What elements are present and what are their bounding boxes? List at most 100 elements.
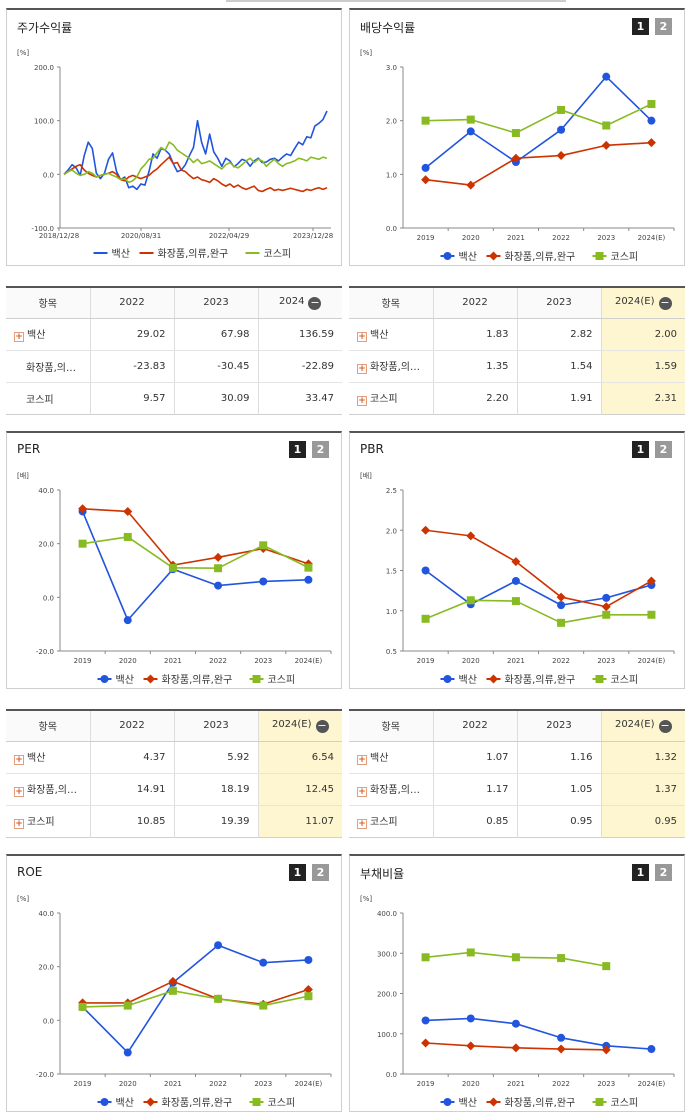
row-label: 백산 <box>27 330 46 341</box>
data-point <box>259 577 268 586</box>
y-tick-label: 1.0 <box>386 171 397 179</box>
legend-item-kospi[interactable]: 코스피 <box>592 674 639 686</box>
data-point <box>421 163 430 172</box>
x-tick-label: 2020 <box>462 657 480 665</box>
stock-return-panel: 주가수익률 [%] -100.0 0.0 100.0 200.0 2018/12/28 20… <box>6 8 342 266</box>
legend-item-baeksan[interactable]: 백산 <box>97 1097 134 1109</box>
legend-item-kospi[interactable]: 코스피 <box>592 251 639 263</box>
legend-item-cosmetics[interactable]: 화장품,의류,완구 <box>486 1097 576 1109</box>
data-point <box>123 616 132 625</box>
data-point <box>601 1045 611 1055</box>
collapse-icon[interactable]: − <box>315 718 329 733</box>
legend-marker <box>100 1098 109 1106</box>
expand-icon[interactable]: + <box>357 332 367 342</box>
pager-button-1[interactable]: 1 <box>289 864 306 881</box>
data-point <box>466 1014 475 1023</box>
x-tick-label: 2024(E) <box>638 657 666 665</box>
dividend-table: 항목 2022 2023 2024(E) − + 백산 1.83 2.82 2.00… <box>349 286 685 415</box>
pager-button-2[interactable]: 2 <box>312 441 329 458</box>
unit-label: [%] <box>17 49 29 57</box>
legend-item-baeksan[interactable]: 백산 <box>440 1097 477 1109</box>
legend-item-baeksan[interactable]: 백산 <box>440 251 477 263</box>
legend-item-cosmetics[interactable]: 화장품,의류,완구 <box>143 674 233 686</box>
pager-button-2[interactable]: 2 <box>655 441 672 458</box>
expand-icon[interactable]: + <box>357 396 367 406</box>
expand-icon[interactable]: + <box>357 755 367 765</box>
data-point <box>511 129 520 138</box>
data-point <box>214 994 223 1003</box>
legend-label: 코스피 <box>268 674 296 686</box>
expand-icon[interactable]: + <box>14 819 24 829</box>
collapse-icon[interactable]: − <box>308 295 322 310</box>
legend-label: 화장품,의류,완구 <box>162 1097 233 1109</box>
legend-label: 화장품,의류,완구 <box>162 674 233 686</box>
cell: 30.09 <box>173 382 258 414</box>
pager-button-1[interactable]: 1 <box>632 18 649 35</box>
row-label: 백산 <box>370 330 389 341</box>
pager-button-2[interactable]: 2 <box>655 864 672 881</box>
expand-icon[interactable]: + <box>14 332 24 342</box>
pager: 1 2 <box>632 864 672 881</box>
row-label: 코스피 <box>370 394 398 405</box>
legend-item-cosmetics[interactable]: 화장품,의류,완구 <box>486 251 576 263</box>
data-point <box>123 506 133 516</box>
col-header: 2024− <box>257 287 342 319</box>
col-header: 2024(E) − <box>600 710 685 742</box>
legend-item-kospi[interactable]: 코스피 <box>592 1097 639 1109</box>
data-point <box>511 576 520 585</box>
data-point <box>601 140 611 150</box>
legend-item-baeksan[interactable]: 백산 <box>93 248 130 260</box>
data-point <box>466 115 475 124</box>
expand-icon[interactable]: + <box>357 787 367 797</box>
data-point <box>78 1002 87 1011</box>
data-point <box>557 1033 566 1042</box>
legend-item-kospi[interactable]: 코스피 <box>249 1097 296 1109</box>
debt-ratio-panel: 부채비율 1 2 [%] 0.0 100.0 200.0 300.0 400.0 2019 2… <box>349 854 685 1112</box>
table-row: + 코스피 0.85 0.95 0.95 <box>349 805 685 837</box>
expand-icon[interactable]: + <box>14 755 24 765</box>
pager-button-1[interactable]: 1 <box>632 441 649 458</box>
legend-item-cosmetics[interactable]: 화장품,의류,완구 <box>139 248 229 260</box>
legend-label: 화장품,의류,완구 <box>505 251 576 263</box>
data-point <box>602 610 611 619</box>
legend-item-kospi[interactable]: 코스피 <box>249 674 296 686</box>
cell: 1.16 <box>516 741 601 774</box>
data-point <box>647 100 656 109</box>
table-row: + 코스피 2.20 1.91 2.31 <box>349 382 685 414</box>
pager: 1 2 <box>289 864 329 881</box>
pager-button-1[interactable]: 1 <box>632 864 649 881</box>
legend-marker <box>489 251 498 261</box>
data-point <box>421 175 431 185</box>
pager-button-1[interactable]: 1 <box>289 441 306 458</box>
data-point <box>511 1019 520 1028</box>
legend-item-cosmetics[interactable]: 화장품,의류,완구 <box>143 1097 233 1109</box>
pager-button-2[interactable]: 2 <box>655 18 672 35</box>
pager-button-2[interactable]: 2 <box>312 864 329 881</box>
legend-label: 코스피 <box>611 674 639 686</box>
collapse-icon[interactable]: − <box>658 718 672 733</box>
data-point <box>421 525 431 535</box>
x-tick-label: 2023 <box>597 1080 615 1088</box>
legend-item-kospi[interactable]: 코스피 <box>245 248 292 260</box>
legend-marker <box>100 675 109 683</box>
expand-icon[interactable]: + <box>14 787 24 797</box>
series-cosmetics <box>421 138 656 190</box>
col-header: 2022 <box>432 287 517 319</box>
cell: 1.35 <box>432 350 517 383</box>
y-tick-label: 40.0 <box>38 910 54 918</box>
data-point <box>123 1001 132 1010</box>
x-tick-label: 2018/12/28 <box>39 232 79 240</box>
legend-item-baeksan[interactable]: 백산 <box>440 674 477 686</box>
x-tick-label: 2024(E) <box>295 1080 323 1088</box>
data-point <box>646 576 656 586</box>
collapse-icon[interactable]: − <box>658 295 672 310</box>
series-baeksan <box>421 566 656 610</box>
legend-item-cosmetics[interactable]: 화장품,의류,완구 <box>486 674 576 686</box>
y-tick-label: 1.5 <box>386 568 397 576</box>
legend-item-baeksan[interactable]: 백산 <box>97 674 134 686</box>
series-line <box>425 529 652 608</box>
x-tick-label: 2023 <box>597 234 615 242</box>
y-tick-label: 0.5 <box>386 648 397 656</box>
expand-icon[interactable]: + <box>357 364 367 374</box>
expand-icon[interactable]: + <box>357 819 367 829</box>
